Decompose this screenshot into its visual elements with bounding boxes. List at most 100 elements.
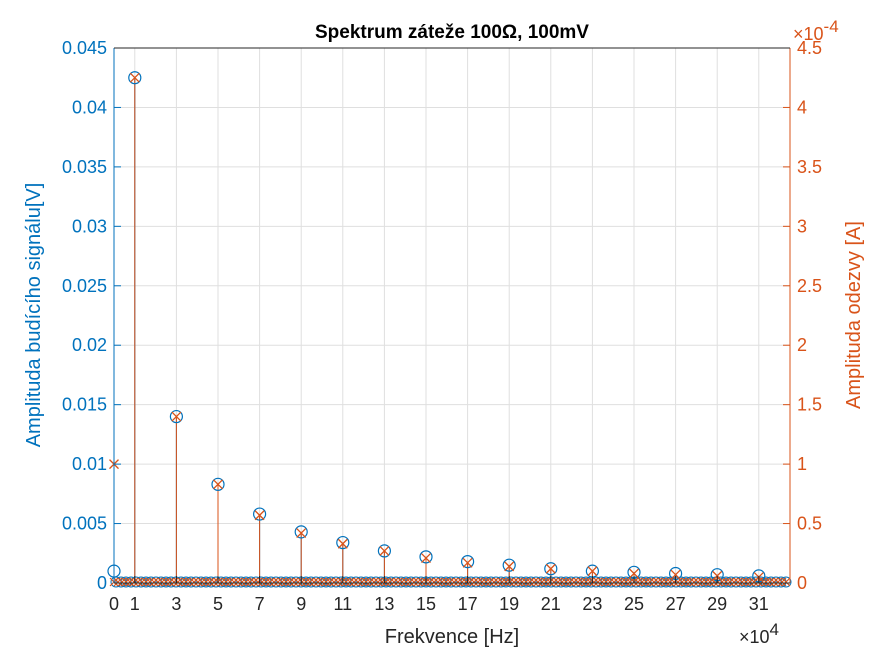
baseline-cross [121,577,131,587]
baseline-cross [581,577,591,587]
baseline-cross [385,577,395,587]
baseline-cross [425,577,435,587]
x-tick-label: 11 [333,594,352,614]
marker-cross [504,561,515,572]
x-tick-label: 1 [130,594,140,614]
y-right-tick-label: 1 [797,454,807,474]
baseline-cross [509,577,519,587]
y-left-tick-label: 0.04 [72,97,107,117]
baseline-cross [481,577,491,587]
axes [113,47,791,584]
marker-circle [253,507,267,521]
marker-circle [377,544,391,558]
y-left-tick-label: 0.045 [62,38,107,58]
x-axis-label: Frekvence [Hz] [385,626,519,648]
baseline-cross [177,577,187,587]
y-right-tick-label: 0.5 [797,514,822,534]
baseline-cross [113,577,123,587]
baseline-cross [185,577,195,587]
marker-circle [294,525,308,539]
baseline-cross [601,577,611,587]
baseline-cross [165,577,175,587]
baseline-cross [637,577,647,587]
baseline-cross [349,577,359,587]
baseline-cross [549,577,559,587]
marker-cross [379,545,390,556]
baseline-cross [573,577,583,587]
baseline-cross [373,577,383,587]
baseline-cross [269,577,279,587]
baseline-cross [145,577,155,587]
x-exponent: ×104 [739,620,779,647]
baseline-cross [517,577,527,587]
baseline-cross [593,577,603,587]
baseline-cross [141,577,151,587]
baseline-cross [457,577,467,587]
baseline-cross [453,577,463,587]
baseline-cross [245,577,255,587]
baseline-cross [221,577,231,587]
baseline-cross [461,577,471,587]
baseline-cross [501,577,511,587]
marker-cross [629,568,639,579]
baseline-cross [285,577,295,587]
baseline-cross [273,577,283,587]
baseline-cross [397,577,407,587]
baseline-cross [521,577,531,587]
marker-circle [211,477,225,491]
baseline-cross [181,577,191,587]
baseline-cross [477,577,487,587]
baseline-cross [497,577,507,587]
baseline-cross [437,577,447,587]
baseline-cross [361,577,371,587]
marker-cross [712,570,723,581]
baseline-cross [325,577,335,587]
baseline-cross [345,577,355,587]
baseline-cross [289,577,299,587]
baseline-cross [645,577,655,587]
baseline-cross [781,577,791,587]
baseline-cross [277,577,287,587]
y-left-tick-label: 0.03 [72,216,107,236]
baseline-cross [301,577,311,587]
baseline-cross [193,577,203,587]
y-left-tick-label: 0.01 [72,454,107,474]
baseline-cross [229,577,239,587]
x-tick-label: 0 [109,594,119,614]
baseline-cross [309,577,319,587]
baseline-cross [605,577,615,587]
marker-cross [587,566,598,577]
baseline-cross [653,577,663,587]
baseline-cross [413,577,423,587]
baseline-cross [317,577,327,587]
marker-cross [462,557,473,568]
baseline-cross [565,577,575,587]
chart-title: Spektrum záteže 100Ω, 100mV [315,22,589,43]
baseline-cross [153,577,163,587]
marker-circle [169,409,183,424]
right-exponent: ×10-4 [793,17,839,44]
baseline-cross [205,577,215,587]
x-exponent-power: 4 [770,620,779,639]
baseline-cross [505,577,515,587]
baseline-cross [617,577,627,587]
baseline-cross [681,577,691,587]
x-tick-label: 17 [458,594,478,614]
baseline-cross [553,577,563,587]
baseline-cross [117,577,127,587]
right-exponent-power: -4 [824,17,839,36]
right-exponent-base: ×10 [793,24,824,44]
baseline-cross [401,577,411,587]
series-markers [107,71,766,583]
baseline-cross [209,577,219,587]
baseline-cross [197,577,207,587]
y-right-tick-label: 4 [797,97,807,117]
grid [113,48,790,583]
baseline-cross [433,577,443,587]
baseline-cross [225,577,235,587]
baseline-cross [417,577,427,587]
marker-circle [419,550,433,564]
baseline-cross [305,577,315,587]
baseline-cross [661,577,671,587]
